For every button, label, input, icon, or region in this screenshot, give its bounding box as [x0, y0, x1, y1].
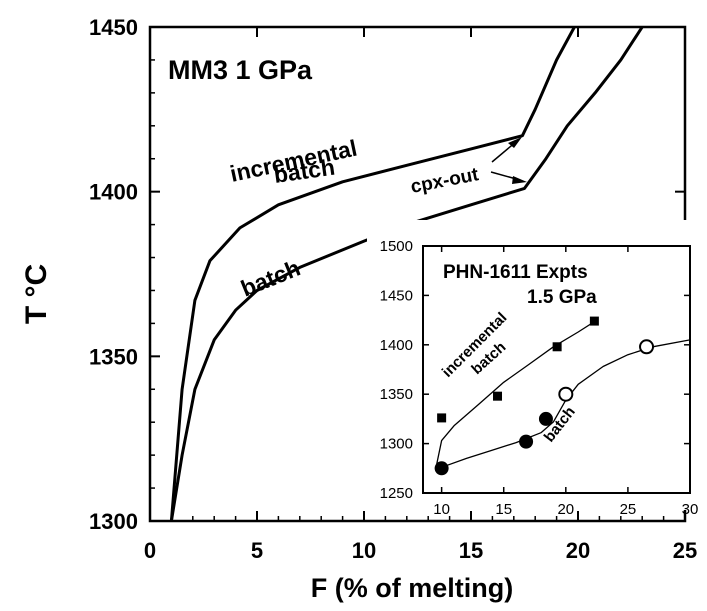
inset-batch-point-filled: [434, 461, 449, 476]
inset-incremental-batch-point: [552, 342, 562, 352]
main-x-tick-label: 15: [459, 538, 483, 563]
inset-subtitle: 1.5 GPa: [527, 287, 597, 308]
inset-batch-fit: [436, 339, 690, 470]
inset-x-tick-label: 15: [495, 501, 512, 518]
inset-y-tick-label: 1450: [380, 287, 413, 304]
main-x-tick-label: 5: [251, 538, 263, 563]
inset-y-tick-label: 1500: [380, 238, 413, 255]
main-x-tick-label: 10: [352, 538, 376, 563]
inset-incremental-batch-point: [437, 413, 447, 423]
main-chart-title: MM3 1 GPa: [168, 55, 313, 85]
inset-batch-point-filled: [519, 434, 534, 449]
main-y-tick-label: 1300: [89, 509, 138, 534]
inset-batch-point-filled: [538, 411, 553, 426]
main-x-tick-label: 0: [144, 538, 156, 563]
inset-title: PHN-1611 Expts: [443, 262, 588, 283]
cpx-out-annotation: cpx-out: [409, 164, 481, 198]
cpx-out-arrowhead-upper: [508, 137, 522, 148]
inset-batch-point-open: [558, 386, 574, 402]
incremental-batch-curve: [169, 27, 577, 521]
main-x-tick-label: 20: [566, 538, 590, 563]
inset-batch-point-open: [639, 339, 655, 355]
inset-incremental-batch-fit: [436, 319, 598, 465]
batch-annotation: batch: [237, 255, 304, 302]
inset-y-tick-label: 1250: [380, 485, 413, 502]
inset-y-tick-label: 1300: [380, 436, 413, 453]
inset-incremental-batch-point: [589, 316, 599, 326]
inset-y-tick-label: 1350: [380, 386, 413, 403]
main-y-tick-label: 1400: [89, 180, 138, 205]
main-x-tick-label: 25: [673, 538, 697, 563]
main-y-tick-label: 1350: [89, 344, 138, 369]
main-y-tick-label: 1450: [89, 15, 138, 40]
inset-x-tick-label: 10: [433, 501, 450, 518]
main-x-axis-label: F (% of melting): [311, 573, 513, 603]
inset-plot-frame: [422, 245, 691, 494]
inset-x-tick-label: 20: [557, 501, 574, 518]
inset-x-tick-label: 30: [682, 501, 699, 518]
inset-x-tick-label: 25: [620, 501, 637, 518]
inset-incremental-batch-point: [493, 391, 503, 401]
cpx-out-arrowhead-lower: [512, 176, 527, 184]
inset-y-tick-label: 1400: [380, 337, 413, 354]
main-y-axis-label: T °C: [20, 264, 53, 324]
